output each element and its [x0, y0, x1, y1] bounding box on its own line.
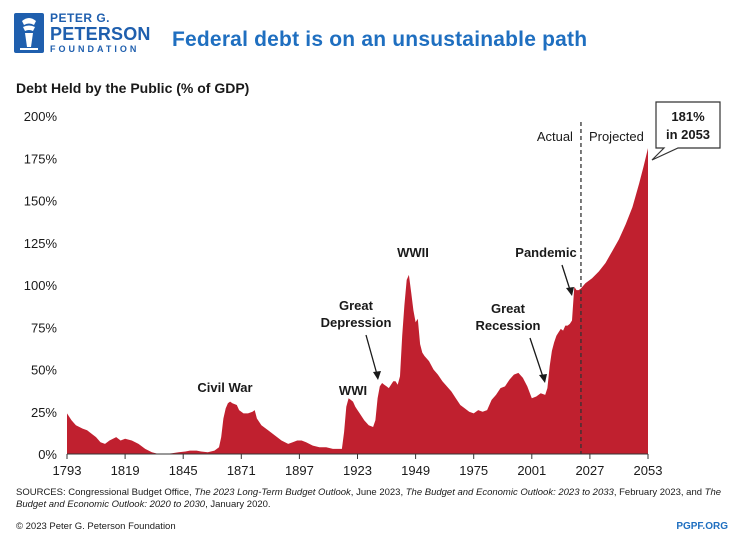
brand-line-3: FOUNDATION: [50, 44, 140, 54]
x-tick-label: 2027: [575, 463, 604, 478]
x-tick-label: 1897: [285, 463, 314, 478]
sources-note: SOURCES: Congressional Budget Office, Th…: [16, 487, 728, 511]
sources-mid-1: , June 2023,: [350, 487, 406, 498]
actual-label: Actual: [537, 129, 573, 144]
x-tick-label: 1871: [227, 463, 256, 478]
sources-suffix: , January 2020.: [205, 499, 271, 510]
arrowhead-pandemic: [566, 287, 574, 296]
annotation-great-depression-1: Great: [339, 298, 374, 313]
page-title: Federal debt is on an unsustainable path: [172, 28, 588, 51]
debt-area-chart: 0% 25% 50% 75% 100% 125% 150% 175% 200% 1793 1819 1…: [24, 101, 721, 478]
callout-year: in 2053: [666, 127, 710, 142]
y-tick-label: 125%: [24, 236, 58, 251]
torch-logo-icon: [14, 13, 44, 53]
source-title-1: The 2023 Long-Term Budget Outlook: [194, 487, 351, 498]
x-tick-label: 2053: [634, 463, 663, 478]
brand-line-2: PETERSON: [50, 24, 151, 44]
brand-line-1: PETER G.: [50, 11, 111, 25]
annotation-great-depression-2: Depression: [321, 315, 392, 330]
debt-area: [67, 148, 648, 454]
annotation-arrow-recession: [529, 337, 545, 381]
x-tick-label: 1975: [459, 463, 488, 478]
brand-wordmark: PETER G. PETERSON FOUNDATION: [50, 12, 151, 54]
annotation-civil-war: Civil War: [197, 380, 252, 395]
x-tick-label: 1845: [169, 463, 198, 478]
annotation-arrow-depression: [365, 334, 379, 379]
copyright-text: © 2023 Peter G. Peterson Foundation: [16, 521, 176, 532]
projected-label: Projected: [589, 129, 644, 144]
y-tick-label: 150%: [24, 194, 58, 209]
sources-prefix: SOURCES: Congressional Budget Office,: [16, 487, 195, 498]
x-tick-label: 1793: [53, 463, 82, 478]
callout-box: [651, 101, 721, 161]
x-tick-label: 1819: [111, 463, 140, 478]
annotation-wwi: WWI: [339, 383, 367, 398]
annotation-wwii: WWII: [397, 245, 429, 260]
chart-subtitle: Debt Held by the Public (% of GDP): [16, 80, 250, 96]
annotation-great-recession-1: Great: [491, 301, 526, 316]
arrowhead-recession: [539, 374, 547, 383]
brand-header: PETER G. PETERSON FOUNDATION: [14, 8, 151, 58]
x-tick-label: 1923: [343, 463, 372, 478]
y-tick-label: 100%: [24, 278, 58, 293]
source-title-2: The Budget and Economic Outlook: 2023 to…: [405, 487, 614, 498]
y-tick-label: 75%: [31, 320, 57, 335]
callout-value: 181%: [671, 109, 705, 124]
annotation-great-recession-2: Recession: [475, 318, 540, 333]
y-tick-label: 50%: [31, 363, 57, 378]
y-tick-label: 25%: [31, 405, 57, 420]
x-tick-label: 1949: [401, 463, 430, 478]
sources-mid-2: , February 2023, and: [613, 487, 705, 498]
y-tick-label: 175%: [24, 151, 58, 166]
annotation-pandemic: Pandemic: [515, 245, 576, 260]
y-tick-label: 200%: [24, 109, 58, 124]
arrowhead-depression: [373, 371, 381, 380]
x-tick-label: 2001: [517, 463, 546, 478]
website-link[interactable]: PGPF.ORG: [676, 521, 728, 532]
y-tick-label: 0%: [38, 447, 57, 462]
source-title-3: The Budget and Economic Outlook: 2020 to…: [16, 487, 722, 510]
